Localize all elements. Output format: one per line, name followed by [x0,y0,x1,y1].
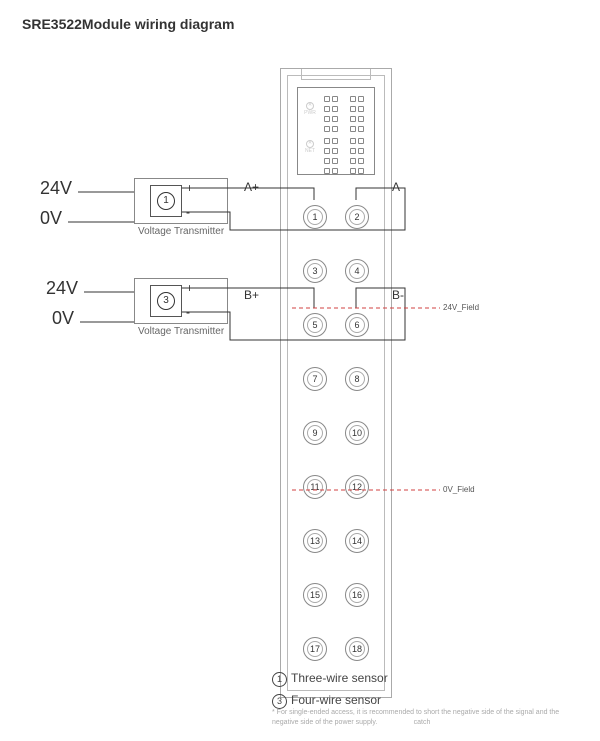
led-dot [358,138,364,144]
pwr-badge: ✕PWR [300,102,320,116]
label-a-plus: A+ [244,180,259,194]
led-dot [324,168,330,174]
transmitter-3: 3 [150,285,182,317]
led-dot [358,158,364,164]
led-dot [350,106,356,112]
led-dot [332,138,338,144]
led-dot [358,106,364,112]
footnote-catch: catch [272,718,572,728]
terminal-4: 4 [345,259,369,283]
terminal-10: 10 [345,421,369,445]
tx1-plus: + [186,181,193,195]
led-dot [332,116,338,122]
page-title: SRE3522Module wiring diagram [22,16,600,32]
led-dot [350,138,356,144]
label-b-minus: B- [392,288,404,302]
led-dot [324,158,330,164]
led-dot [332,168,338,174]
led-dot [358,168,364,174]
module-body: ✕PWR ✕NET 123456789101112131415161718 [280,68,392,698]
rail-24v-2: 24V [46,278,78,299]
led-dot [332,126,338,132]
led-dot [350,126,356,132]
led-dot [324,116,330,122]
label-0v-field: 0V_Field [443,485,475,494]
tx3-caption: Voltage Transmitter [138,326,224,337]
terminal-8: 8 [345,367,369,391]
transmitter-1: 1 [150,185,182,217]
led-dot [332,96,338,102]
legend: 1Three-wire sensor 3Four-wire sensor [272,668,388,711]
rail-0v-1: 0V [40,208,62,229]
label-24v-field: 24V_Field [443,303,479,312]
led-dot [324,148,330,154]
tx3-minus: - [186,305,190,319]
terminal-5: 5 [303,313,327,337]
transmitter-3-id: 3 [157,292,175,310]
led-dot [332,106,338,112]
diagram-stage: ✕PWR ✕NET 123456789101112131415161718 1 … [0,40,600,720]
terminal-2: 2 [345,205,369,229]
led-dot [324,126,330,132]
terminal-9: 9 [303,421,327,445]
terminal-18: 18 [345,637,369,661]
terminal-17: 17 [303,637,327,661]
label-b-plus: B+ [244,288,259,302]
terminal-16: 16 [345,583,369,607]
terminal-14: 14 [345,529,369,553]
terminal-11: 11 [303,475,327,499]
led-dot [324,96,330,102]
rail-24v-1: 24V [40,178,72,199]
led-panel: ✕PWR ✕NET [297,87,375,175]
led-dot [324,106,330,112]
label-a-minus: A- [392,180,404,194]
terminal-6: 6 [345,313,369,337]
led-dot [350,158,356,164]
terminal-13: 13 [303,529,327,553]
led-dot [332,148,338,154]
led-dot [350,148,356,154]
terminal-3: 3 [303,259,327,283]
led-dot [350,116,356,122]
led-dot [358,126,364,132]
net-badge: ✕NET [300,140,320,154]
tx3-plus: + [186,281,193,295]
terminal-15: 15 [303,583,327,607]
led-dot [332,158,338,164]
led-dot [358,116,364,122]
tx1-minus: - [186,205,190,219]
rail-0v-2: 0V [52,308,74,329]
legend-item-1: 1Three-wire sensor [272,668,388,690]
terminal-12: 12 [345,475,369,499]
led-dot [324,138,330,144]
terminal-7: 7 [303,367,327,391]
tx1-caption: Voltage Transmitter [138,226,224,237]
led-dot [358,148,364,154]
transmitter-1-id: 1 [157,192,175,210]
led-dot [358,96,364,102]
led-dot [350,168,356,174]
led-dot [350,96,356,102]
terminal-1: 1 [303,205,327,229]
